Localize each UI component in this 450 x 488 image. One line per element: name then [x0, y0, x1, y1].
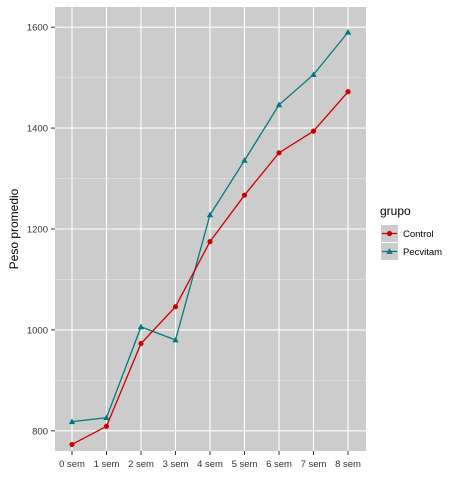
x-tick-label: 8 sem	[335, 459, 361, 470]
data-point-pecvitam	[275, 101, 283, 108]
x-tick-label: 5 sem	[232, 459, 258, 470]
data-point-control	[241, 192, 248, 198]
y-tick-label: 1200	[27, 225, 48, 236]
x-axis: 0 sem 1 sem 2 sem 3 sem 4 sem 5 sem 6 sem 7 sem…	[59, 451, 361, 470]
y-tick-label: 800	[32, 426, 48, 437]
data-point-control	[138, 340, 144, 347]
legend-label: Pecvitam	[403, 247, 442, 258]
data-point-control	[276, 150, 282, 156]
major-gridlines	[55, 7, 366, 451]
data-point-pecvitam	[310, 71, 317, 78]
y-tick-label: 1600	[27, 23, 48, 34]
y-tick-label: 1400	[27, 124, 48, 135]
series-layer	[68, 29, 352, 448]
x-tick-label: 2 sem	[128, 459, 154, 470]
x-tick-label: 7 sem	[301, 459, 327, 470]
data-point-pecvitam	[103, 414, 110, 421]
y-axis: 800 1000 1200 1400 1600	[27, 23, 55, 437]
x-tick-label: 4 sem	[197, 459, 223, 470]
data-point-control	[310, 128, 317, 134]
legend: grupo Control Pecvitam	[380, 204, 442, 260]
legend-items: Control Pecvitam	[381, 225, 442, 260]
data-point-pecvitam	[344, 29, 352, 35]
y-axis-label: Peso promedio	[7, 188, 21, 269]
data-point-pecvitam	[68, 418, 76, 425]
x-tick-label: 1 sem	[94, 459, 120, 470]
data-point-control	[69, 441, 75, 448]
data-point-pecvitam	[206, 211, 214, 218]
data-point-control	[172, 304, 179, 310]
legend-key-marker	[386, 248, 393, 254]
x-tick-label: 3 sem	[163, 459, 189, 470]
legend-title: grupo	[380, 204, 411, 218]
data-point-pecvitam	[137, 323, 145, 330]
x-tick-label: 0 sem	[59, 459, 85, 470]
x-tick-label: 6 sem	[266, 459, 292, 470]
legend-label: Control	[403, 229, 434, 240]
data-point-pecvitam	[172, 336, 179, 343]
legend-key-marker	[386, 230, 393, 237]
data-point-control	[345, 89, 351, 95]
data-point-control	[207, 239, 213, 245]
data-point-control	[103, 423, 110, 429]
y-tick-label: 1000	[27, 325, 48, 336]
data-point-pecvitam	[241, 157, 248, 163]
